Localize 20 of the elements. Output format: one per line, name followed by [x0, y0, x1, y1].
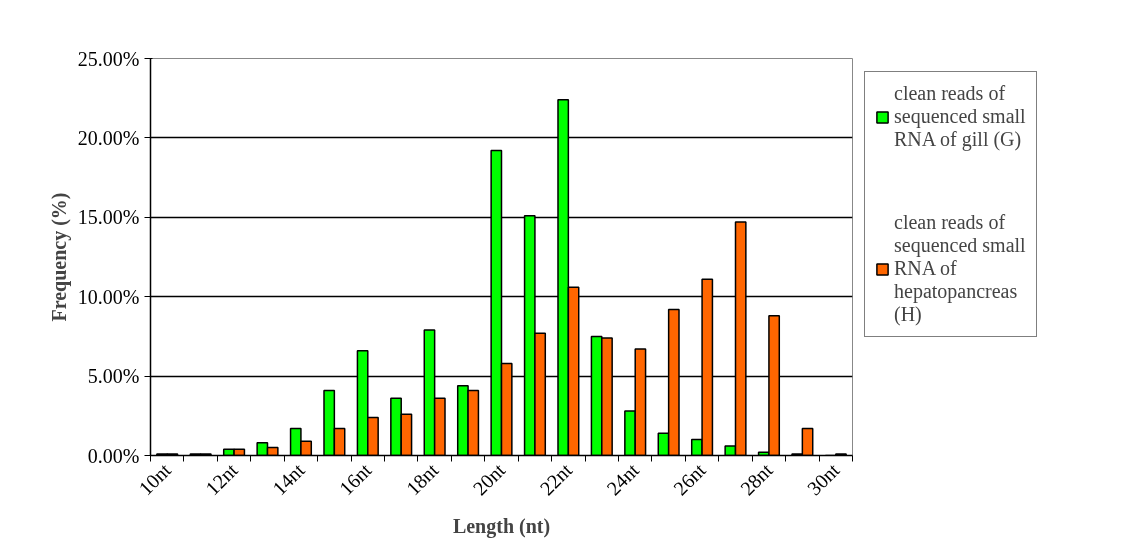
x-tick-label: 24nt — [602, 458, 644, 500]
x-tick-label: 28nt — [736, 458, 778, 500]
x-tick-label: 16nt — [334, 458, 376, 500]
x-tick-label: 18nt — [401, 458, 443, 500]
y-tick-label: 25.00% — [77, 47, 140, 70]
y-tick-label: 20.00% — [77, 126, 140, 149]
y-tick-label: 0.00% — [87, 444, 140, 467]
x-tick-label: 26nt — [669, 458, 711, 500]
x-tick-label: 22nt — [535, 458, 577, 500]
x-tick-label: 20nt — [468, 458, 510, 500]
x-tick-label: 12nt — [201, 458, 243, 500]
y-tick-label: 10.00% — [77, 285, 140, 308]
legend-label: clean reads of sequenced small RNA of gill (G) — [894, 82, 1026, 151]
y-tick-label: 15.00% — [77, 206, 140, 229]
x-axis-title: Length (nt) — [452, 515, 551, 539]
y-tick-label: 5.00% — [87, 365, 140, 388]
x-tick-label: 30nt — [802, 458, 844, 500]
x-tick-label: 14nt — [268, 458, 310, 500]
y-axis-title: Frequency (%) — [47, 192, 71, 322]
legend-label: clean reads of sequenced small RNA of hepatopancreas (H) — [894, 211, 1026, 326]
